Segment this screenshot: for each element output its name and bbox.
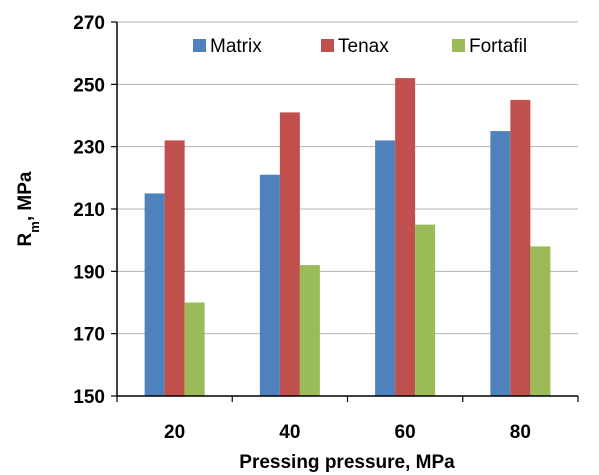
y-tick-label: 210	[73, 200, 105, 221]
x-tick-label: 80	[510, 422, 531, 443]
bar-matrix-80	[490, 131, 511, 397]
legend-swatch-matrix	[193, 39, 206, 52]
bar-fortafil-80	[530, 246, 551, 396]
y-tick-labels: 150 170 190 210 230 250 270	[73, 13, 105, 408]
y-tick-label: 270	[73, 13, 105, 34]
x-tick-labels: 20 40 60 80	[164, 422, 531, 443]
x-tick-label: 20	[164, 422, 185, 443]
bar-matrix-20	[144, 193, 165, 396]
bars	[144, 78, 551, 397]
legend-label-fortafil: Fortafil	[469, 36, 527, 57]
y-axis-title-base: R	[15, 232, 36, 246]
x-tick-label: 60	[395, 422, 416, 443]
bar-tenax-60	[395, 78, 416, 396]
x-axis-title: Pressing pressure, MPa	[239, 452, 455, 473]
y-tick-label: 190	[73, 262, 105, 283]
y-axis-title: Rm, MPa	[15, 171, 42, 246]
bar-fortafil-60	[415, 224, 436, 396]
legend: Matrix Tenax Fortafil	[193, 36, 527, 57]
legend-label-tenax: Tenax	[338, 36, 389, 57]
bar-matrix-40	[259, 174, 280, 396]
bar-tenax-20	[164, 140, 185, 396]
y-tick-label: 150	[73, 387, 105, 408]
legend-swatch-tenax	[321, 39, 334, 52]
bar-fortafil-20	[184, 302, 205, 396]
y-axis-title-subscript: m	[27, 221, 42, 233]
legend-swatch-fortafil	[452, 39, 465, 52]
x-tick-label: 40	[279, 422, 300, 443]
bar-tenax-40	[279, 112, 300, 396]
bar-matrix-60	[375, 140, 396, 396]
axes	[111, 21, 579, 402]
bar-tenax-80	[510, 99, 531, 397]
bar-fortafil-40	[299, 265, 320, 396]
y-tick-label: 230	[73, 138, 105, 159]
y-tick-label: 250	[73, 75, 105, 96]
y-axis-title-rest: , MPa	[15, 171, 36, 221]
legend-label-matrix: Matrix	[210, 36, 262, 57]
y-tick-label: 170	[73, 325, 105, 346]
